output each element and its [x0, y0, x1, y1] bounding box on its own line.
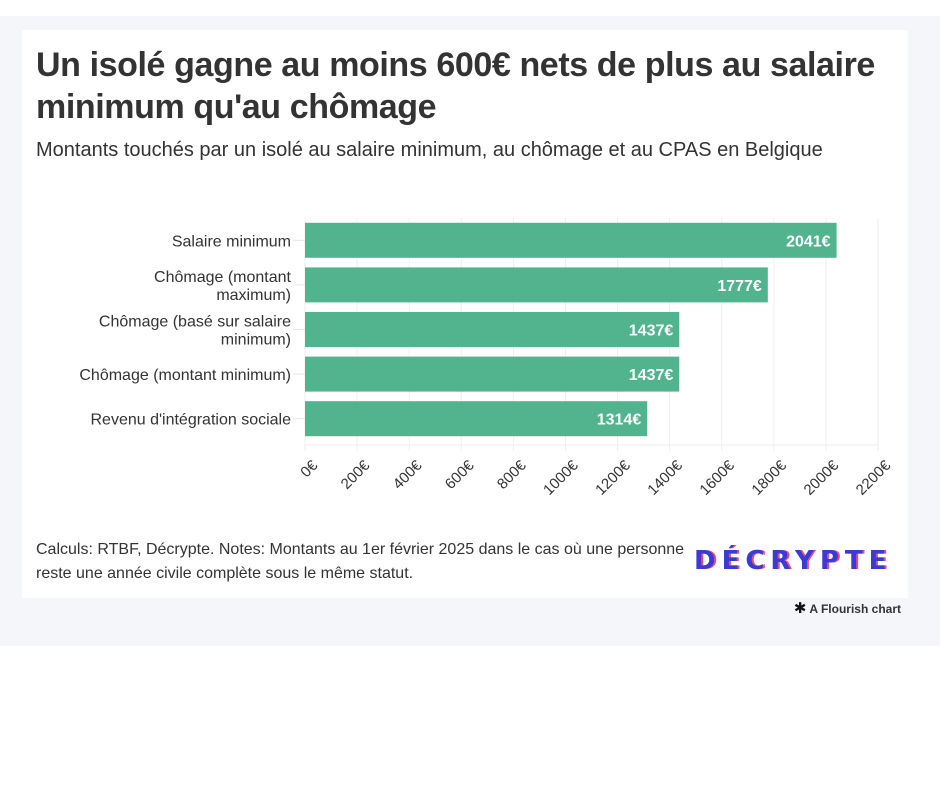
- bar[interactable]: [305, 222, 837, 258]
- category-label-line: Chômage (montant: [154, 269, 292, 286]
- bar[interactable]: [305, 312, 680, 347]
- bar[interactable]: [305, 267, 768, 303]
- decrypte-logo[interactable]: DÉCRYPTE: [694, 546, 893, 576]
- category-label-line: minimum): [221, 332, 291, 349]
- category-label: Chômage (montant minimum): [79, 367, 291, 384]
- x-tick-label: 1800€: [748, 457, 790, 499]
- x-tick-label: 2200€: [853, 457, 895, 499]
- category-label-line: Chômage (basé sur salaire: [99, 314, 291, 331]
- bar-value-label: 1437€: [629, 367, 674, 384]
- bars: 2041€ 1777€ 1437€ 1437€ 1314€: [305, 222, 837, 437]
- x-tick-label: 200€: [338, 457, 374, 493]
- bar-value-label: 1777€: [717, 278, 762, 295]
- x-tick-label: 1400€: [644, 457, 686, 499]
- x-tick-label: 1600€: [696, 457, 738, 499]
- category-label-line: Salaire minimum: [172, 233, 291, 250]
- x-tick-label: 0€: [297, 457, 321, 481]
- category-label-line: Revenu d'intégration sociale: [90, 412, 291, 429]
- category-label: Salaire minimum: [172, 233, 291, 250]
- x-axis-ticks: 0€ 200€ 400€ 600€ 800€ 1000€ 1200€ 1400€ 1600€ 18…: [297, 457, 894, 499]
- footer-note: Calculs: RTBF, Décrypte. Notes: Montants…: [36, 541, 685, 582]
- x-tick-label: 600€: [442, 457, 478, 493]
- chart-card: Un isolé gagne au moins 600€ nets de plu…: [22, 30, 908, 598]
- bar-value-label: 1437€: [629, 323, 674, 340]
- bar-value-label: 1314€: [597, 412, 642, 429]
- category-label-line: maximum): [216, 287, 291, 304]
- category-label-line: Chômage (montant minimum): [79, 367, 291, 384]
- flourish-credit-link[interactable]: ✱ A Flourish chart: [793, 600, 901, 617]
- x-tick-label: 400€: [390, 457, 426, 493]
- bar[interactable]: [305, 401, 648, 437]
- x-tick-label: 800€: [494, 457, 530, 493]
- category-label: Revenu d'intégration sociale: [90, 412, 291, 429]
- bar[interactable]: [305, 356, 680, 392]
- x-tick-label: 1200€: [592, 457, 634, 499]
- flourish-asterisk-icon: ✱: [793, 600, 807, 617]
- flourish-credit-text: A Flourish chart: [809, 602, 901, 616]
- x-tick-label: 2000€: [801, 457, 843, 499]
- x-tick-label: 1000€: [540, 457, 582, 499]
- chart-subtitle: Montants touchés par un isolé au salaire…: [36, 139, 823, 161]
- bar-chart: 2041€ 1777€ 1437€ 1437€ 1314€ Salaire minimu…: [79, 218, 895, 499]
- category-label: Chômage (basé sur salaire minimum): [99, 314, 291, 349]
- bar-value-label: 2041€: [786, 233, 831, 250]
- category-label: Chômage (montant maximum): [154, 269, 292, 304]
- chart-title: Un isolé gagne au moins 600€ nets de plu…: [36, 46, 875, 126]
